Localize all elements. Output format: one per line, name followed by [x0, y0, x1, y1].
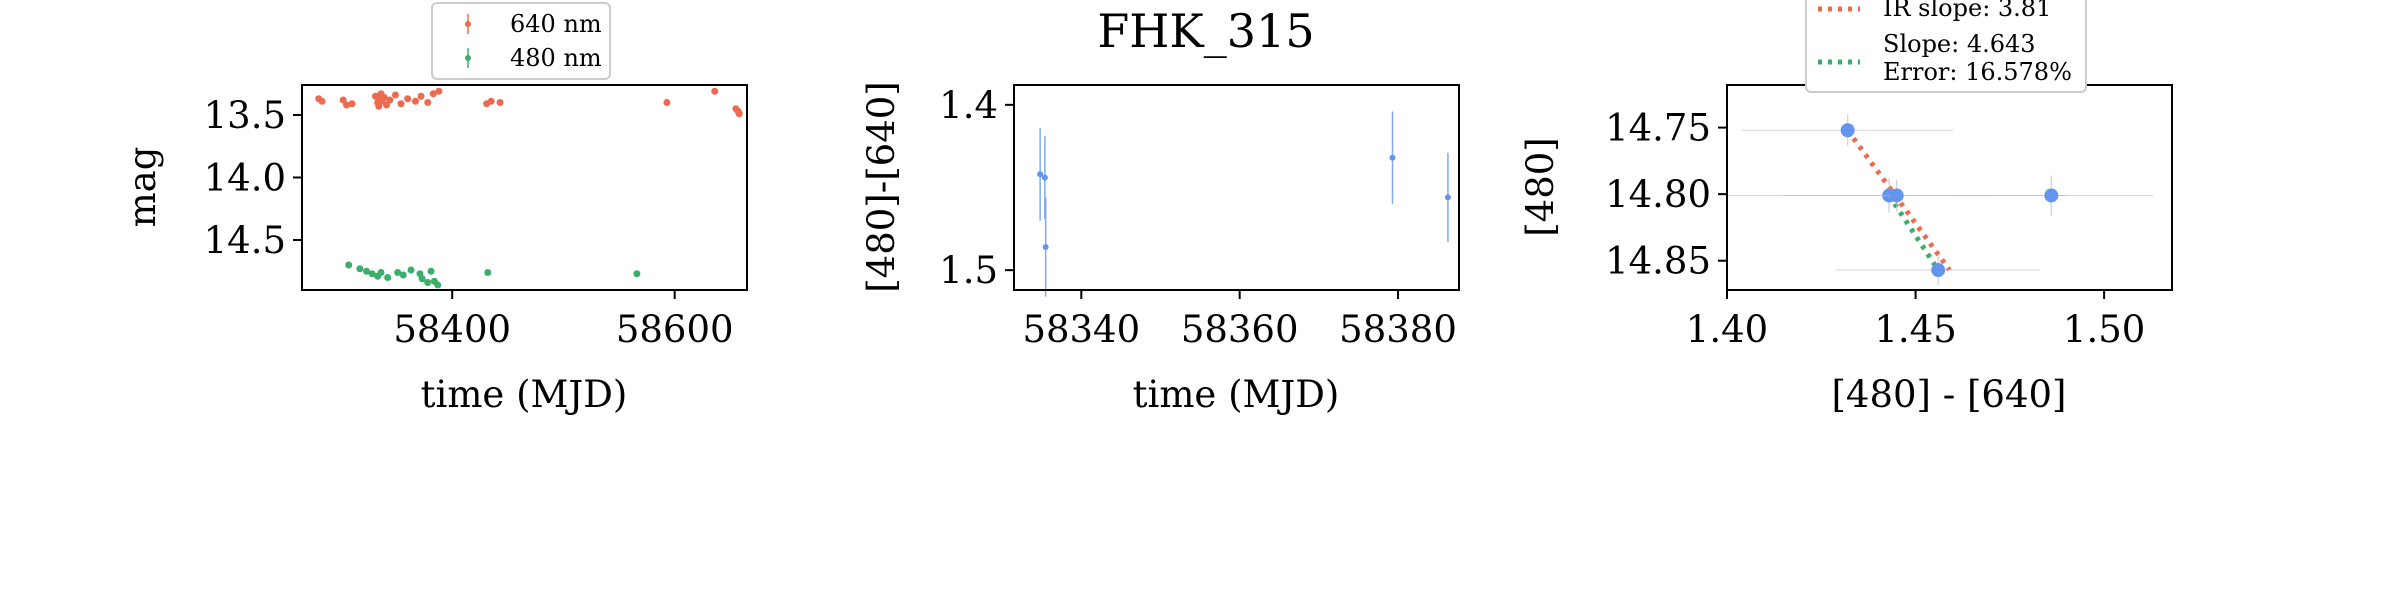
data-point	[380, 94, 388, 101]
y-tick-label: 14.0	[204, 157, 286, 200]
data-point	[427, 267, 435, 275]
x-tick-label: 58600	[616, 308, 734, 351]
x-tick-label: 1.50	[2063, 308, 2145, 351]
y-tick-label: 1.4	[939, 84, 998, 127]
data-point	[429, 90, 437, 98]
color-time-xlabel: time (MJD)	[1133, 373, 1340, 416]
legend-marker-640nm	[465, 21, 471, 27]
x-tick-label: 1.45	[1874, 308, 1956, 351]
data-point	[384, 274, 392, 281]
data-point	[368, 270, 376, 278]
cmd-legend: IR slope: 3.81 Slope: 4.643 Error: 16.57…	[1805, 0, 2087, 93]
data-point	[434, 281, 442, 289]
data-point	[1840, 123, 1855, 138]
cmd-xlabel: [480] - [640]	[1831, 373, 2066, 416]
data-point	[377, 269, 385, 276]
data-point	[424, 99, 432, 106]
data-point	[417, 92, 425, 100]
data-point	[418, 275, 426, 283]
data-point	[383, 101, 391, 109]
data-point	[424, 279, 432, 286]
data-point	[363, 267, 371, 275]
legend-label-slope: Slope: 4.643	[1883, 30, 2036, 58]
data-point	[1042, 244, 1049, 251]
figure-title: FHK_315	[1097, 4, 1314, 58]
data-point	[735, 110, 743, 118]
data-point	[407, 266, 415, 274]
x-tick-label: 58400	[393, 308, 511, 351]
data-point	[2044, 188, 2059, 203]
data-point	[394, 269, 402, 276]
data-point	[1389, 154, 1396, 161]
x-tick-label: 58380	[1339, 308, 1457, 351]
data-point	[1931, 263, 1946, 278]
legend-marker-480nm	[465, 55, 471, 61]
data-point	[397, 100, 405, 108]
data-point	[496, 99, 504, 106]
data-point	[435, 87, 443, 95]
data-point	[348, 100, 356, 108]
legend-label-480nm: 480 nm	[510, 44, 602, 72]
x-tick-label: 1.40	[1686, 308, 1768, 351]
color-time-ylabel: [480]-[640]	[860, 81, 903, 293]
data-point	[318, 97, 326, 105]
data-point	[487, 97, 495, 105]
lightcurve-xlabel: time (MJD)	[421, 373, 628, 416]
data-point	[343, 101, 350, 109]
data-point	[345, 261, 353, 269]
data-point	[1037, 171, 1044, 178]
y-tick-label: 13.5	[204, 94, 286, 137]
data-point	[663, 99, 671, 106]
data-point	[711, 87, 719, 95]
data-point	[411, 97, 419, 105]
data-point	[633, 270, 641, 278]
color-time-panel: 58340 58360 58380 1.4 1.5 FHK_315 time (MJD)…	[860, 4, 1460, 416]
legend-label-slope-error: Error: 16.578%	[1883, 58, 2072, 86]
lightcurve-legend: 640 nm 480 nm	[431, 2, 611, 80]
data-point	[391, 91, 399, 99]
data-point	[356, 265, 364, 273]
data-point	[339, 96, 347, 104]
legend-label-640nm: 640 nm	[510, 10, 602, 38]
y-tick-label: 14.85	[1605, 240, 1711, 283]
data-point	[1444, 194, 1451, 201]
x-tick-label: 58360	[1181, 308, 1299, 351]
y-tick-label: 1.5	[939, 249, 998, 292]
data-point	[375, 102, 383, 110]
lightcurve-ylabel: mag	[121, 147, 164, 228]
data-point	[404, 95, 412, 103]
cmd-axes-frame	[1726, 84, 2173, 291]
data-point	[386, 96, 394, 104]
cmd-panel: 1.40 1.45 1.50 14.75 14.80 14.85 [480] - [640…	[1519, 0, 2173, 416]
data-point	[399, 271, 407, 279]
cmd-ylabel: [480]	[1519, 137, 1562, 237]
lightcurve-legend-box	[431, 2, 611, 80]
y-tick-label: 14.80	[1605, 173, 1711, 216]
data-point	[484, 269, 492, 276]
legend-label-ir-slope: IR slope: 3.81	[1883, 0, 2051, 22]
y-tick-label: 14.5	[204, 219, 286, 262]
y-tick-label: 14.75	[1605, 107, 1711, 150]
color-time-axes-frame	[1013, 84, 1460, 291]
cmd-legend-box	[1805, 0, 2087, 93]
lightcurve-panel: 58400 58600 13.5 14.0 14.5 time (MJD) mag 64…	[121, 2, 748, 416]
x-tick-label: 58340	[1022, 308, 1140, 351]
data-point	[1041, 174, 1048, 181]
lightcurve-axes-frame	[301, 84, 748, 291]
data-point	[1889, 188, 1904, 203]
